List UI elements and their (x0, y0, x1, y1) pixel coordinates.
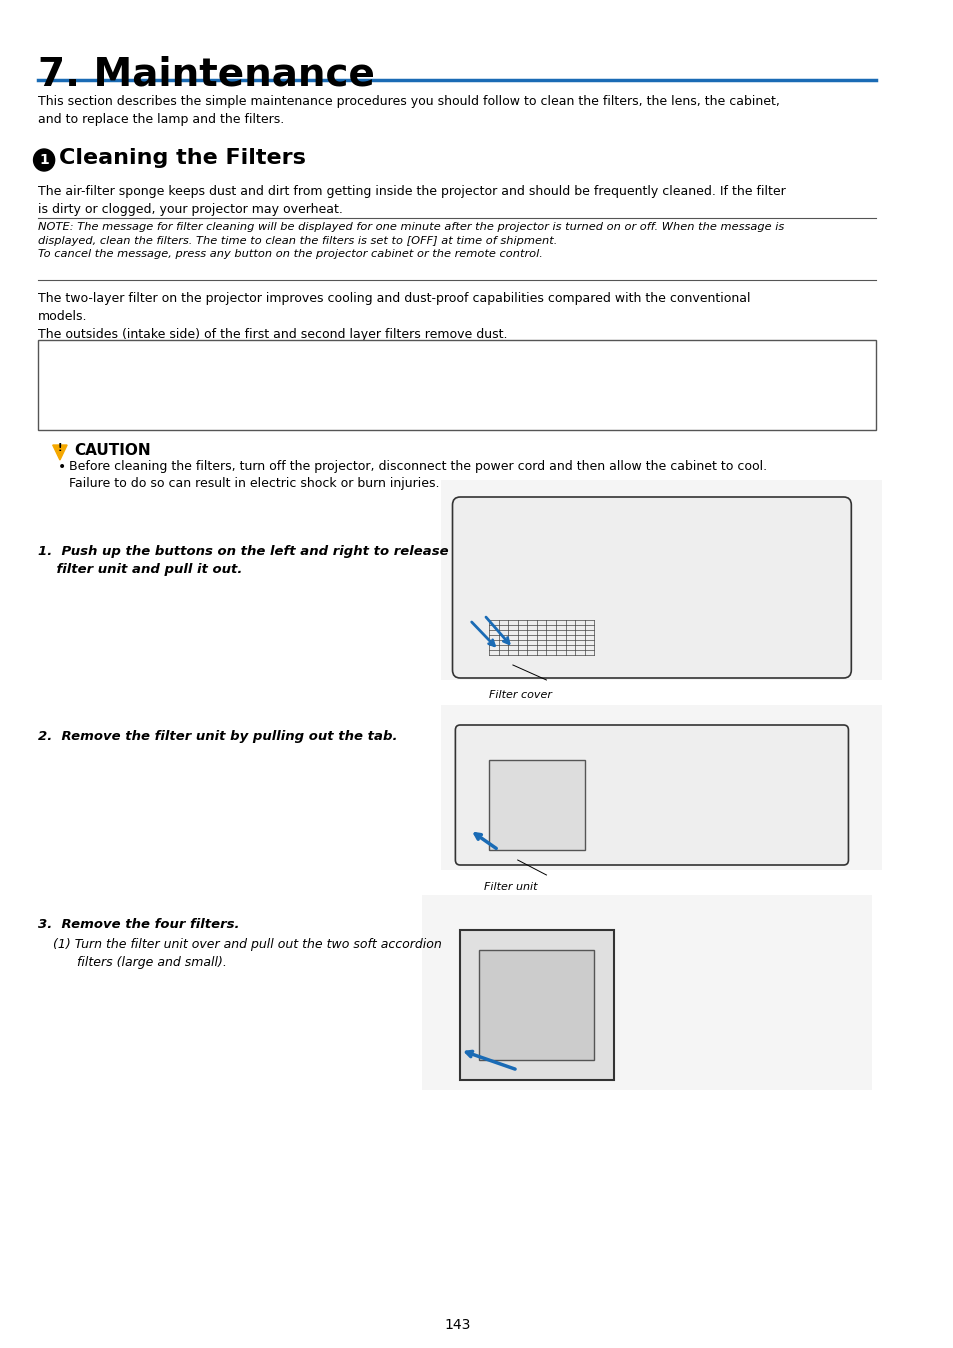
Text: •: • (57, 460, 66, 474)
Text: Filter unit: Filter unit (483, 882, 537, 892)
Text: !: ! (57, 443, 62, 453)
Text: NOTE: The message for filter cleaning will be displayed for one minute after the: NOTE: The message for filter cleaning wi… (38, 222, 783, 259)
Text: 2.  Remove the filter unit by pulling out the tab.: 2. Remove the filter unit by pulling out… (38, 731, 397, 743)
FancyBboxPatch shape (421, 895, 871, 1091)
Bar (478, 950, 594, 1060)
Text: Filter cover: Filter cover (489, 690, 552, 700)
Text: Cleaning the Filters: Cleaning the Filters (59, 148, 306, 168)
FancyBboxPatch shape (38, 340, 876, 430)
Text: (1) Turn the filter unit over and pull out the two soft accordion
      filters : (1) Turn the filter unit over and pull o… (52, 938, 441, 969)
Text: The air-filter sponge keeps dust and dirt from getting inside the projector and : The air-filter sponge keeps dust and dir… (38, 185, 785, 216)
Text: Before cleaning the filters, turn off the projector, disconnect the power cord a: Before cleaning the filters, turn off th… (69, 460, 766, 491)
Text: This section describes the simple maintenance procedures you should follow to cl: This section describes the simple mainte… (38, 94, 780, 125)
FancyBboxPatch shape (455, 725, 847, 865)
Bar (489, 760, 584, 851)
Circle shape (33, 150, 54, 171)
Text: CAUTION: CAUTION (73, 443, 151, 458)
Text: 1.  Push up the buttons on the left and right to release the
    filter unit and: 1. Push up the buttons on the left and r… (38, 545, 477, 576)
Text: 3.  Remove the four filters.: 3. Remove the four filters. (38, 918, 239, 931)
Text: 7. Maintenance: 7. Maintenance (38, 55, 375, 93)
FancyBboxPatch shape (452, 497, 850, 678)
Text: 1: 1 (39, 154, 49, 167)
Text: 143: 143 (444, 1318, 470, 1332)
Text: The two-layer filter on the projector improves cooling and dust-proof capabiliti: The two-layer filter on the projector im… (38, 293, 750, 359)
FancyBboxPatch shape (440, 480, 882, 679)
Polygon shape (52, 445, 67, 460)
Bar (459, 930, 613, 1080)
FancyBboxPatch shape (440, 705, 882, 869)
